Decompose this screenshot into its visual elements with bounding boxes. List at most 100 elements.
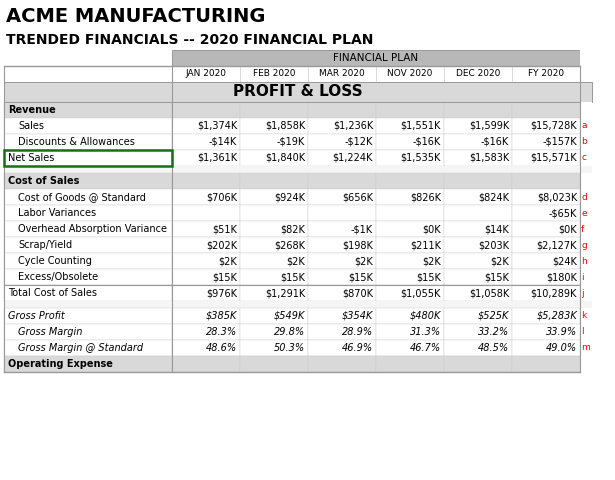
Text: TRENDED FINANCIALS -- 2020 FINANCIAL PLAN: TRENDED FINANCIALS -- 2020 FINANCIAL PLA… (6, 33, 373, 47)
Bar (376, 189, 444, 205)
Bar (512, 221, 580, 237)
Bar (172, 118, 240, 134)
Bar (512, 356, 580, 372)
Bar (512, 66, 580, 82)
Bar (580, 324, 592, 340)
Bar (4, 285, 172, 301)
Text: k: k (581, 312, 586, 321)
Text: $203K: $203K (478, 240, 509, 250)
Bar (444, 150, 512, 166)
Bar (308, 269, 376, 285)
Bar (444, 308, 512, 324)
Bar (172, 324, 240, 340)
Text: FINANCIAL PLAN: FINANCIAL PLAN (333, 53, 419, 63)
Text: $2K: $2K (218, 256, 237, 266)
Bar (240, 102, 308, 118)
Bar (308, 340, 376, 356)
Bar (172, 340, 240, 356)
Text: $15K: $15K (416, 272, 441, 282)
Text: $2K: $2K (286, 256, 305, 266)
Bar (4, 118, 172, 134)
Bar (4, 253, 172, 269)
Text: $706K: $706K (206, 192, 237, 202)
Bar (172, 269, 240, 285)
Text: Excess/Obsolete: Excess/Obsolete (18, 272, 98, 282)
Bar (172, 173, 240, 189)
Bar (512, 205, 580, 221)
Bar (580, 253, 592, 269)
Bar (376, 324, 444, 340)
Bar (172, 221, 240, 237)
Bar (512, 150, 580, 166)
Bar (4, 324, 172, 340)
Text: Gross Margin: Gross Margin (18, 327, 82, 337)
Bar (308, 237, 376, 253)
Text: FY 2020: FY 2020 (528, 70, 564, 79)
Bar (4, 4, 592, 30)
Bar (240, 173, 308, 189)
Bar (308, 150, 376, 166)
Bar (308, 324, 376, 340)
Bar (512, 118, 580, 134)
Text: $5,283K: $5,283K (536, 311, 577, 321)
Bar (240, 134, 308, 150)
Text: $14K: $14K (484, 224, 509, 234)
Bar (444, 324, 512, 340)
Text: 31.3%: 31.3% (410, 327, 441, 337)
Text: $354K: $354K (341, 311, 373, 321)
Text: $385K: $385K (205, 311, 237, 321)
Bar (376, 237, 444, 253)
Bar (4, 205, 172, 221)
Text: $1,236K: $1,236K (333, 121, 373, 131)
Bar (308, 102, 376, 118)
Bar (172, 150, 240, 166)
Bar (444, 340, 512, 356)
Text: Net Sales: Net Sales (8, 153, 54, 163)
Text: -$65K: -$65K (549, 208, 577, 218)
Text: Total Cost of Sales: Total Cost of Sales (8, 288, 97, 298)
Bar (308, 221, 376, 237)
Text: $24K: $24K (552, 256, 577, 266)
Bar (512, 189, 580, 205)
Bar (240, 340, 308, 356)
Text: $8,023K: $8,023K (537, 192, 577, 202)
Bar (172, 285, 240, 301)
Bar (308, 308, 376, 324)
Text: PROFIT & LOSS: PROFIT & LOSS (233, 84, 363, 99)
Bar (580, 308, 592, 324)
Bar (240, 221, 308, 237)
Text: $51K: $51K (212, 224, 237, 234)
Bar (512, 269, 580, 285)
Text: a: a (581, 121, 587, 131)
Bar (512, 324, 580, 340)
Text: Sales: Sales (18, 121, 44, 131)
Text: $2,127K: $2,127K (536, 240, 577, 250)
Text: $2K: $2K (490, 256, 509, 266)
Bar (580, 102, 592, 118)
Text: -$12K: -$12K (344, 137, 373, 147)
Text: FEB 2020: FEB 2020 (253, 70, 295, 79)
Text: -$16K: -$16K (413, 137, 441, 147)
Bar (308, 285, 376, 301)
Text: $2K: $2K (423, 256, 441, 266)
Bar (240, 205, 308, 221)
Bar (512, 308, 580, 324)
Bar (4, 237, 172, 253)
Bar (172, 205, 240, 221)
Bar (308, 118, 376, 134)
Text: $480K: $480K (410, 311, 441, 321)
Bar (580, 66, 592, 82)
Bar (240, 285, 308, 301)
Bar (512, 237, 580, 253)
Text: $2K: $2K (354, 256, 373, 266)
Bar (172, 189, 240, 205)
Bar (172, 308, 240, 324)
Text: Overhead Absorption Variance: Overhead Absorption Variance (18, 224, 167, 234)
Bar (240, 253, 308, 269)
Text: $1,535K: $1,535K (400, 153, 441, 163)
Bar (376, 269, 444, 285)
Bar (580, 134, 592, 150)
Text: $15K: $15K (280, 272, 305, 282)
Bar (512, 134, 580, 150)
Text: g: g (581, 240, 587, 250)
